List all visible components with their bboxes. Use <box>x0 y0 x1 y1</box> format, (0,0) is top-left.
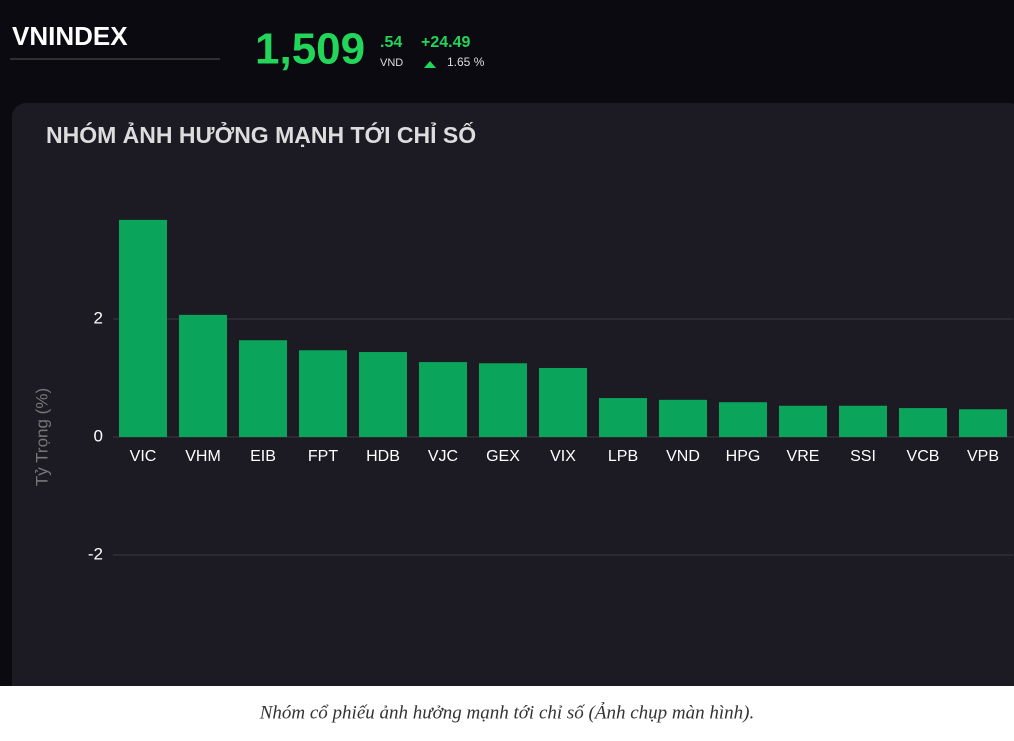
bar <box>719 402 767 437</box>
up-arrow <box>424 61 436 68</box>
x-tick-label: LPB <box>608 448 638 465</box>
price-decimal: .54 <box>380 34 402 51</box>
x-tick-label: GEX <box>486 448 520 465</box>
bar <box>599 398 647 437</box>
y-tick-label: 2 <box>94 308 103 327</box>
x-tick-label: VRE <box>787 448 820 465</box>
bar <box>359 352 407 437</box>
index-name: VNINDEX <box>12 21 128 51</box>
bar <box>239 340 287 437</box>
x-tick-label: HDB <box>366 448 400 465</box>
bar <box>479 363 527 437</box>
x-tick-label: VJC <box>428 448 458 465</box>
x-tick-label: HPG <box>726 448 761 465</box>
bar <box>839 405 887 437</box>
bar <box>119 219 167 437</box>
x-tick-label: VHM <box>185 448 221 465</box>
bar <box>299 350 347 437</box>
bar <box>539 367 587 437</box>
currency: VND <box>380 57 403 69</box>
bar <box>179 314 227 437</box>
bar <box>959 409 1007 437</box>
caption-area <box>0 686 1014 736</box>
change: +24.49 <box>421 34 470 51</box>
x-tick-label: EIB <box>250 448 276 465</box>
x-tick-label: VND <box>666 448 700 465</box>
bar <box>779 405 827 437</box>
y-axis-label: Tỷ Trọng (%) <box>32 388 51 486</box>
change-percent: 1.65 % <box>447 55 485 69</box>
bar <box>419 362 467 437</box>
x-tick-label: FPT <box>308 448 338 465</box>
x-tick-label: VPB <box>967 448 999 465</box>
y-tick-label: 0 <box>94 426 103 445</box>
price: 1,509 <box>255 25 365 74</box>
caption: Nhóm cổ phiếu ảnh hưởng mạnh tới chỉ số … <box>259 702 755 723</box>
y-tick-label: -2 <box>88 544 103 563</box>
x-tick-label: SSI <box>850 448 876 465</box>
x-tick-label: VCB <box>907 448 940 465</box>
bar <box>899 408 947 437</box>
chart-title: NHÓM ẢNH HƯỞNG MẠNH TỚI CHỈ SỐ <box>46 120 476 148</box>
x-tick-label: VIC <box>130 448 157 465</box>
bar <box>659 399 707 437</box>
x-tick-label: VIX <box>550 448 576 465</box>
